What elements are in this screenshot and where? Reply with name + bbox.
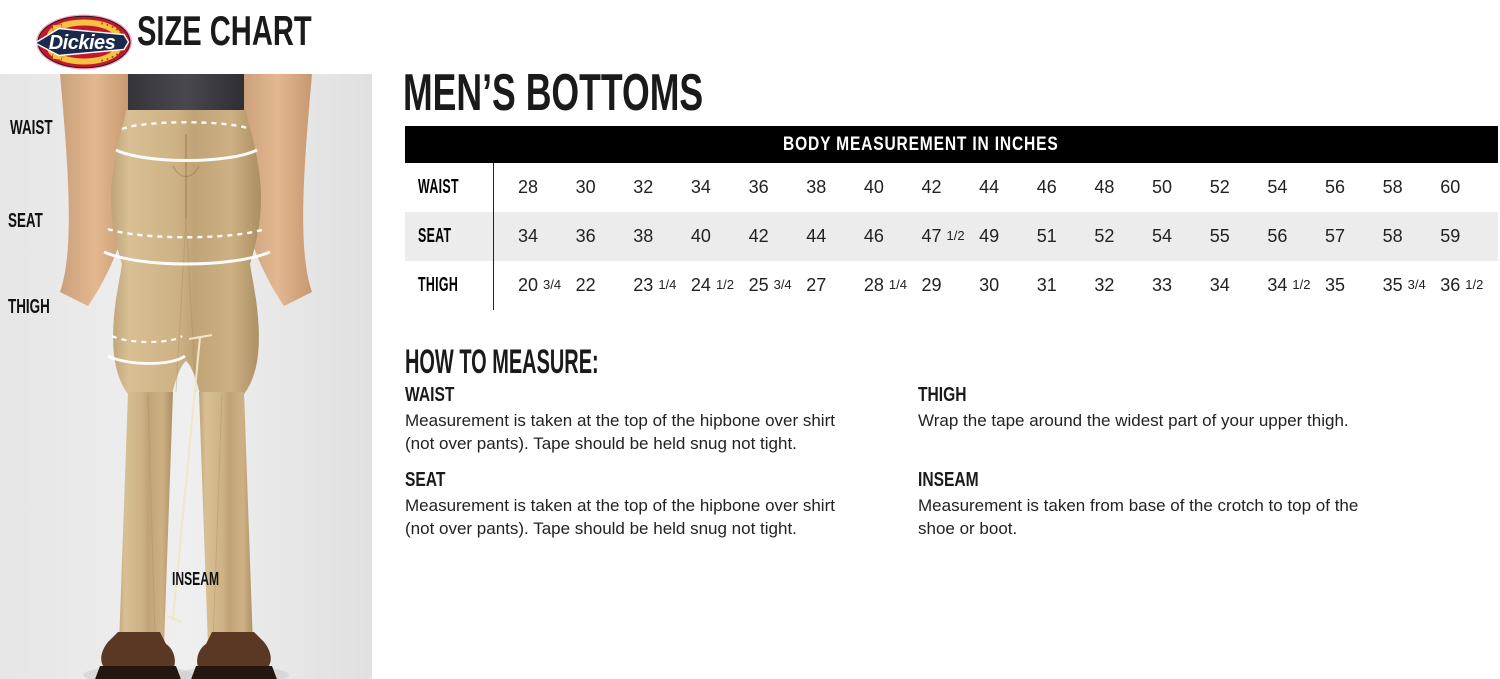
svg-text:Dickies: Dickies <box>49 32 116 54</box>
